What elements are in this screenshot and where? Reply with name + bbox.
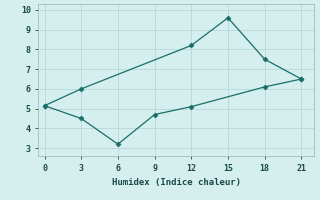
X-axis label: Humidex (Indice chaleur): Humidex (Indice chaleur) [111, 178, 241, 187]
